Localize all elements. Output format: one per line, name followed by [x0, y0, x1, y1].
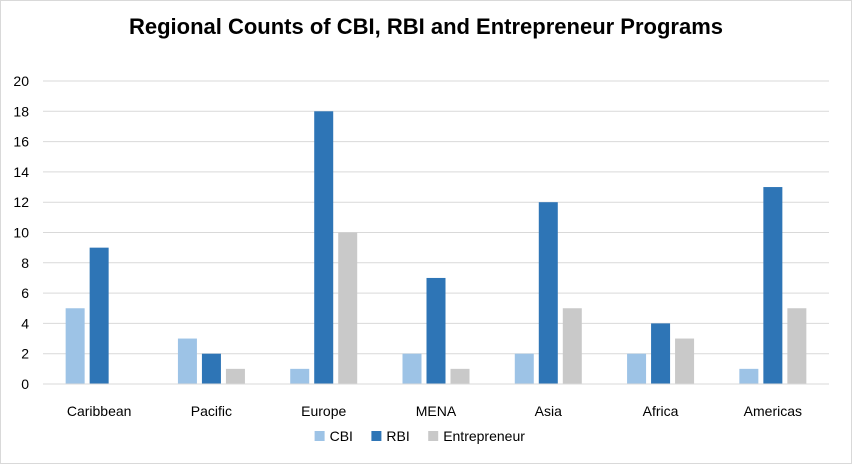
x-tick-label: Europe [301, 403, 346, 419]
legend-label-entrepreneur: Entrepreneur [443, 428, 525, 444]
bar-rbi-mena [426, 277, 446, 384]
x-tick-label: Asia [535, 403, 562, 419]
bar-rbi-pacific [201, 353, 221, 384]
x-tick-label: Americas [744, 403, 802, 419]
x-tick-label: MENA [416, 403, 457, 419]
y-tick-label: 10 [13, 225, 29, 241]
legend-swatch-rbi [371, 431, 382, 441]
bar-rbi-africa [651, 323, 671, 384]
x-tick-label: Caribbean [67, 403, 132, 419]
bar-entrepreneur-mena [450, 368, 470, 384]
x-tick-label: Pacific [191, 403, 232, 419]
y-tick-label: 12 [13, 194, 29, 210]
bar-cbi-mena [402, 353, 422, 384]
bar-entrepreneur-pacific [225, 368, 245, 384]
bar-cbi-pacific [177, 338, 197, 384]
x-tick-label: Africa [643, 403, 679, 419]
bar-cbi-asia [514, 353, 534, 384]
y-tick-label: 2 [21, 346, 29, 362]
bar-cbi-caribbean [65, 308, 85, 384]
legend-label-cbi: CBI [330, 428, 353, 444]
bar-cbi-europe [290, 368, 310, 384]
bar-cbi-africa [627, 353, 647, 384]
bar-entrepreneur-asia [562, 308, 582, 384]
y-tick-label: 6 [21, 285, 29, 301]
bar-rbi-americas [763, 187, 783, 384]
bar-entrepreneur-americas [787, 308, 807, 384]
y-tick-label: 14 [13, 164, 29, 180]
y-tick-label: 20 [13, 73, 29, 89]
bar-rbi-asia [538, 202, 558, 384]
legend-swatch-cbi [314, 431, 325, 441]
y-tick-label: 8 [21, 255, 29, 271]
legend-swatch-entrepreneur [428, 431, 439, 441]
y-tick-label: 0 [21, 376, 29, 392]
y-tick-label: 18 [13, 103, 29, 119]
bar-entrepreneur-africa [675, 338, 695, 384]
legend: CBI RBI Entrepreneur [314, 428, 525, 444]
bar-cbi-americas [739, 368, 759, 384]
bar-rbi-caribbean [89, 247, 109, 384]
legend-label-rbi: RBI [386, 428, 409, 444]
bar-entrepreneur-europe [338, 232, 358, 384]
bar-rbi-europe [314, 111, 334, 385]
chart-title: Regional Counts of CBI, RBI and Entrepre… [128, 14, 724, 39]
y-tick-label: 16 [13, 134, 29, 150]
y-tick-label: 4 [21, 315, 29, 331]
